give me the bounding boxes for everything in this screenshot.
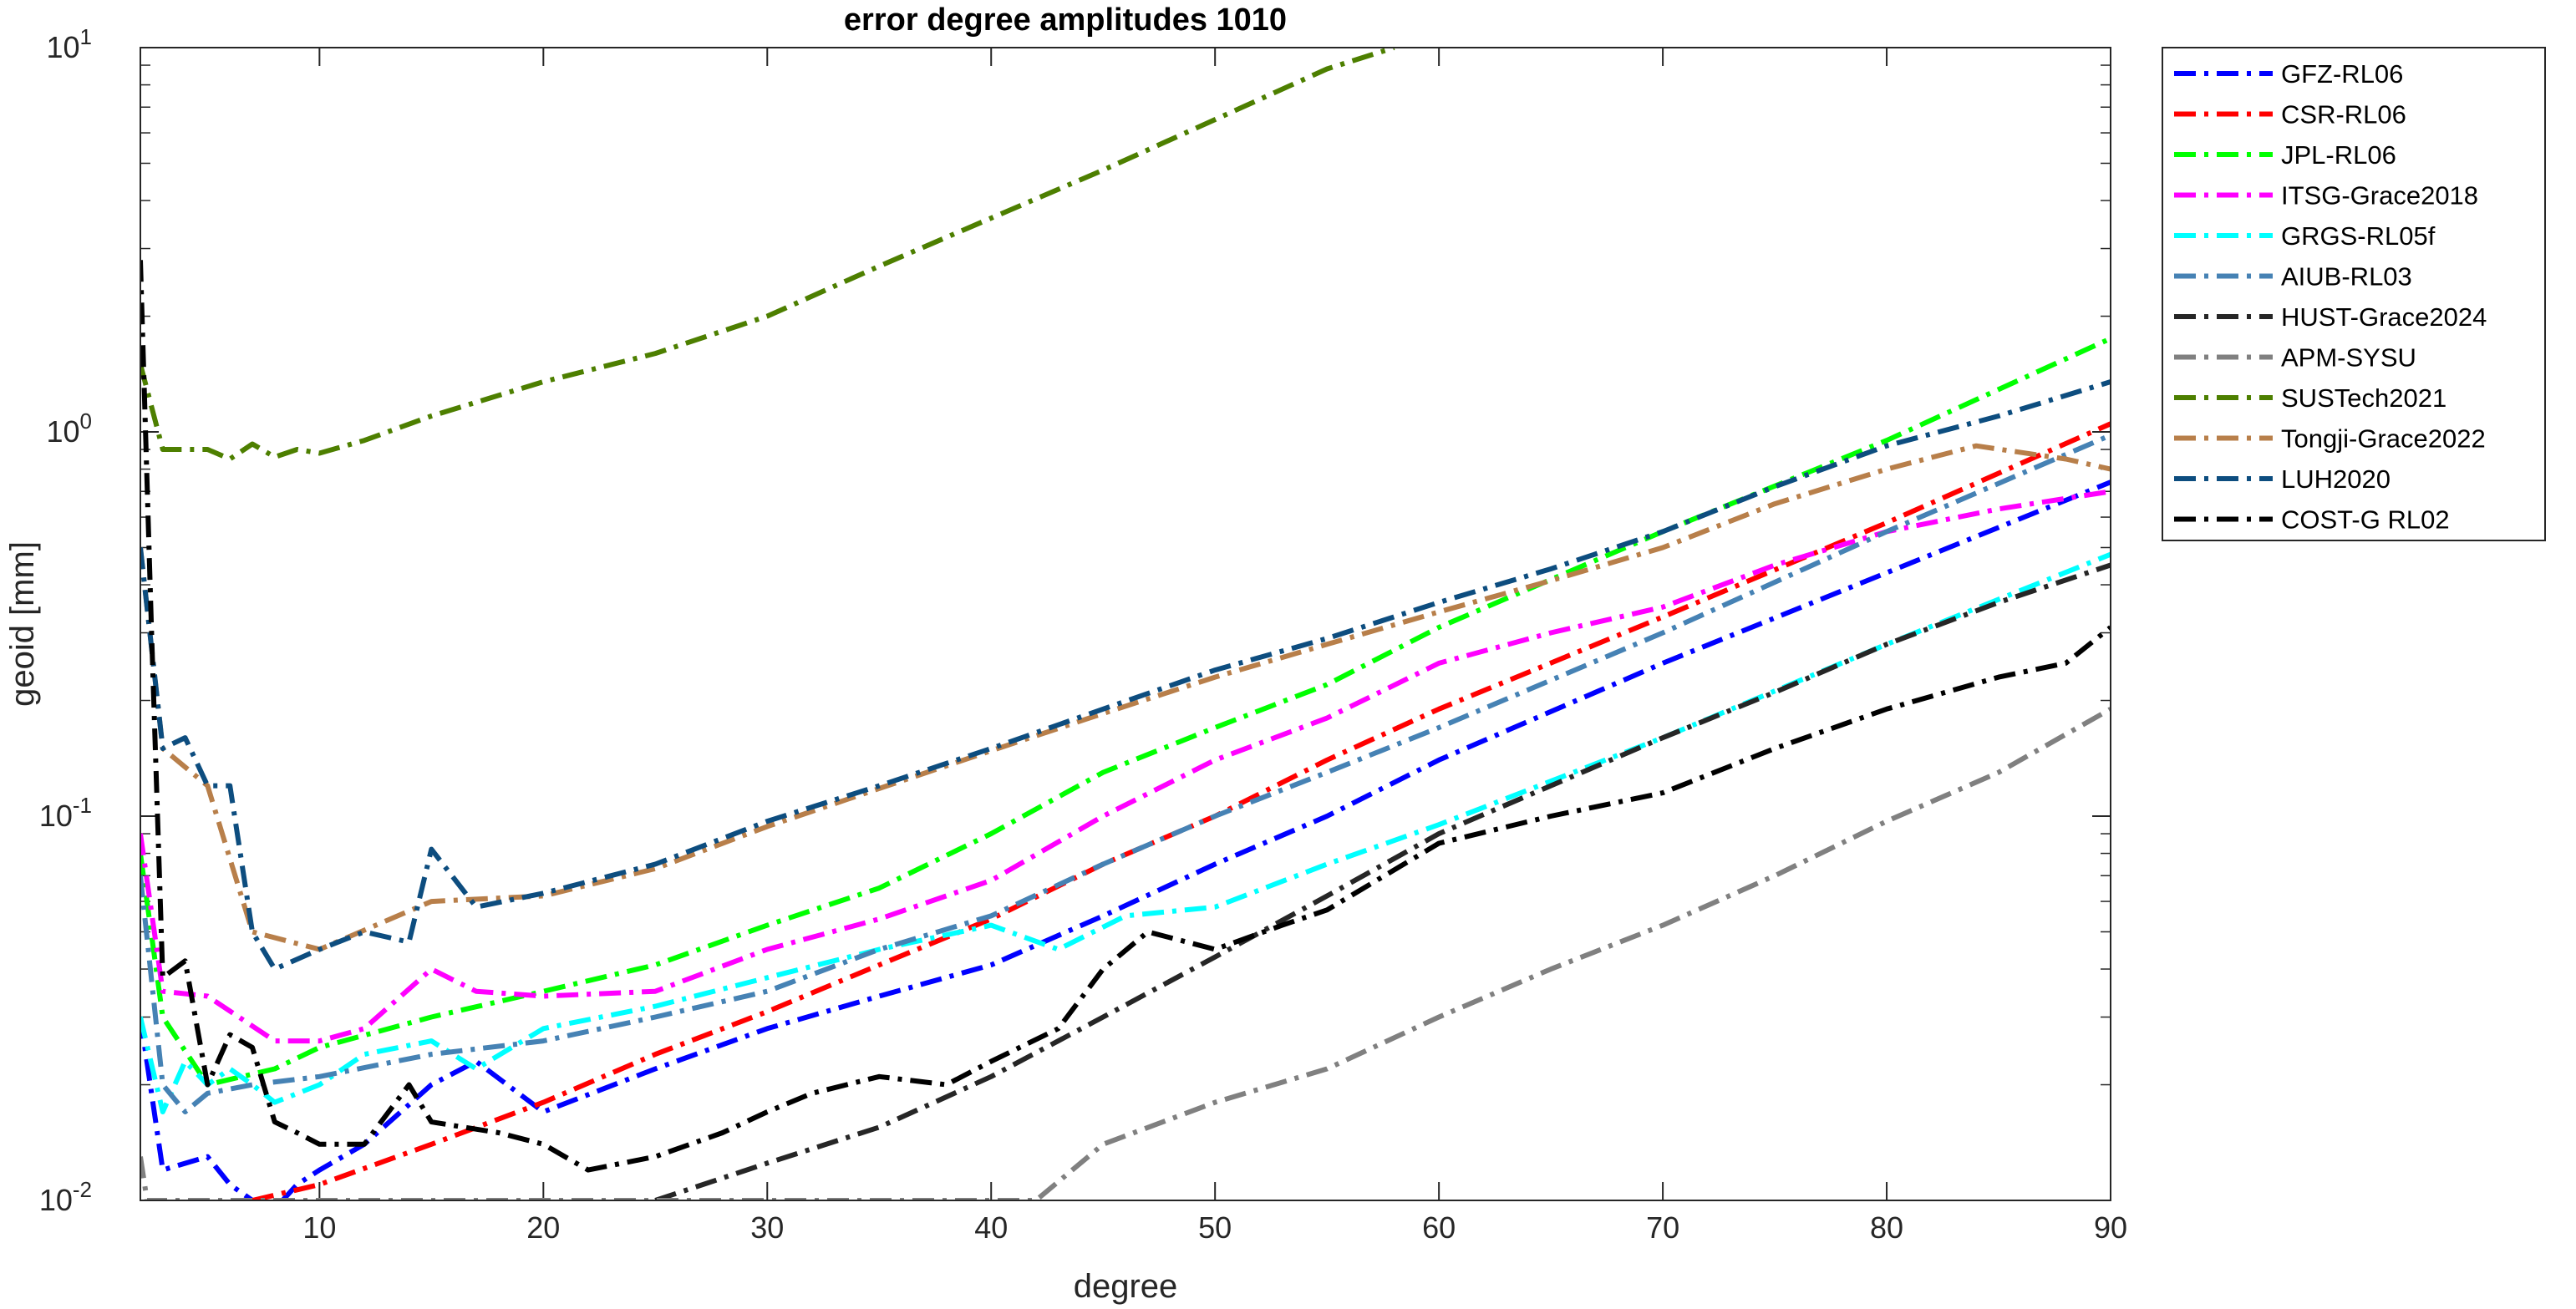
x-tick-label: 10 <box>302 1210 336 1245</box>
y-tick-label: 10-1 <box>39 793 92 833</box>
legend-item-jpl-rl06: JPL-RL06 <box>2174 140 2396 170</box>
series-line-itsg-grace2018 <box>140 489 2111 1044</box>
x-tick-labels: 10 20 30 40 50 60 70 80 90 <box>302 1210 2127 1245</box>
legend-entries: GFZ-RL06 CSR-RL06 JPL-RL06 ITSG-Grace2018 GR… <box>2174 59 2487 535</box>
legend-item-cost-g-rl02: COST-G RL02 <box>2174 505 2450 535</box>
legend-item-grgs-rl05f: GRGS-RL05f <box>2174 221 2436 251</box>
series-layer <box>140 48 2111 1200</box>
x-tick-label: 70 <box>1646 1210 1679 1245</box>
x-tick-label: 40 <box>974 1210 1008 1245</box>
legend-item-apm-sysu: APM-SYSU <box>2174 343 2416 373</box>
legend-label: ITSG-Grace2018 <box>2281 181 2478 211</box>
legend-item-gfz-rl06: GFZ-RL06 <box>2174 59 2403 89</box>
series-line-sustech2021 <box>140 48 1395 462</box>
legend-item-luh2020: LUH2020 <box>2174 464 2391 494</box>
y-tick-label: 100 <box>46 408 92 449</box>
series-line-luh2020 <box>140 379 2111 972</box>
legend-label: CSR-RL06 <box>2281 100 2406 129</box>
legend-label: JPL-RL06 <box>2281 140 2396 170</box>
series-line-jpl-rl06 <box>140 336 2111 1088</box>
legend-item-sustech2021: SUSTech2021 <box>2174 383 2446 413</box>
legend: GFZ-RL06 CSR-RL06 JPL-RL06 ITSG-Grace2018 GR… <box>2162 47 2546 541</box>
x-tick-label: 80 <box>1870 1210 1903 1245</box>
y-tick-base: 10 <box>46 414 79 449</box>
legend-label: SUSTech2021 <box>2281 383 2446 413</box>
legend-label: GRGS-RL05f <box>2281 221 2436 251</box>
x-axis-label: degree <box>1074 1268 1178 1305</box>
y-axis-label: geoid [mm] <box>4 541 41 707</box>
legend-label: APM-SYSU <box>2281 343 2416 373</box>
series-line-cost-g-rl02 <box>140 260 2111 1173</box>
series-line-grgs-rl05f <box>140 551 2111 1114</box>
y-tick-label: 101 <box>46 24 92 64</box>
y-tick-exponent: 0 <box>80 408 92 434</box>
plot-area <box>140 48 2111 1200</box>
series-line-apm-sysu <box>140 707 2111 1200</box>
legend-item-tongji-grace2022: Tongji-Grace2022 <box>2174 424 2486 454</box>
x-tick-label: 50 <box>1198 1210 1232 1245</box>
legend-item-csr-rl06: CSR-RL06 <box>2174 100 2406 129</box>
x-tick-label: 30 <box>750 1210 784 1245</box>
y-tick-base: 10 <box>46 30 79 64</box>
y-tick-base: 10 <box>39 799 73 833</box>
series-line-tongji-grace2022 <box>140 443 2111 952</box>
series-line-gfz-rl06 <box>140 479 2111 1200</box>
chart-title: error degree amplitudes 1010 <box>844 3 1287 38</box>
x-tick-label: 60 <box>1422 1210 1456 1245</box>
legend-item-hust-grace2024: HUST-Grace2024 <box>2174 302 2487 332</box>
y-tick-exponent: -1 <box>73 793 92 818</box>
legend-label: COST-G RL02 <box>2281 505 2450 535</box>
legend-label: LUH2020 <box>2281 464 2391 494</box>
series-line-aiub-rl03 <box>140 433 2111 1114</box>
y-tick-label: 10-2 <box>39 1177 92 1217</box>
legend-label: HUST-Grace2024 <box>2281 302 2487 332</box>
legend-item-aiub-rl03: AIUB-RL03 <box>2174 262 2412 292</box>
legend-item-itsg-grace2018: ITSG-Grace2018 <box>2174 181 2478 211</box>
x-tick-label: 20 <box>526 1210 560 1245</box>
legend-label: GFZ-RL06 <box>2281 59 2403 89</box>
y-tick-base: 10 <box>39 1183 73 1217</box>
y-tick-exponent: 1 <box>80 24 92 49</box>
legend-box <box>2162 47 2546 541</box>
series-line-hust-grace2024 <box>654 562 2111 1200</box>
x-tick-label: 90 <box>2094 1210 2127 1245</box>
y-tick-exponent: -2 <box>73 1177 92 1202</box>
legend-label: AIUB-RL03 <box>2281 262 2412 292</box>
legend-label: Tongji-Grace2022 <box>2281 424 2486 454</box>
plot-frame <box>140 47 2111 1201</box>
